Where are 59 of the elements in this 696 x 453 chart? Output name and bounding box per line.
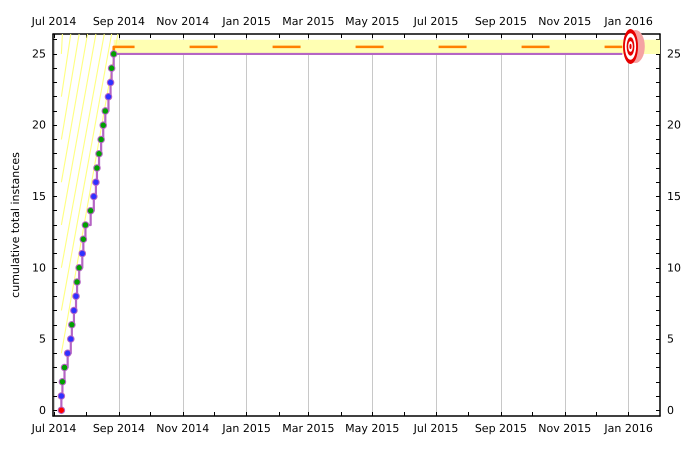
point	[64, 350, 72, 358]
point	[67, 335, 75, 343]
point	[58, 392, 66, 400]
x2-tick-label: Jul 2014	[30, 15, 76, 28]
x-tick-label: Jul 2015	[412, 422, 458, 435]
x-tick-label: Nov 2014	[156, 422, 210, 435]
y-tick-label: 5	[39, 332, 46, 346]
point	[93, 164, 101, 172]
y2-tick-label: 25	[667, 47, 681, 60]
y-tick-label: 0	[39, 404, 46, 417]
point	[106, 78, 114, 86]
x-tick-label: Nov 2015	[538, 422, 592, 435]
x-tick-label: May 2015	[345, 422, 400, 435]
point	[58, 378, 66, 386]
point	[78, 250, 86, 258]
y2-tick-label: 15	[667, 190, 681, 203]
y-tick-label: 15	[32, 190, 46, 203]
y2-tick-label: 0	[667, 404, 674, 417]
point	[73, 278, 81, 286]
y2-tick-label: 20	[667, 118, 681, 132]
y2-tick-label: 10	[667, 261, 681, 274]
point	[102, 107, 110, 115]
point	[97, 136, 105, 144]
x-tick-label: Sep 2015	[474, 422, 528, 435]
point	[75, 264, 83, 272]
y-tick-label: 25	[32, 47, 46, 60]
x2-tick-label: Jul 2015	[412, 15, 458, 28]
point	[90, 192, 98, 200]
x-tick-label: Mar 2015	[282, 422, 334, 435]
point	[99, 121, 107, 129]
point	[80, 236, 88, 243]
x-tick-label: Jul 2014	[30, 422, 76, 435]
point	[72, 292, 80, 300]
point	[82, 221, 90, 229]
x2-tick-label: Sep 2015	[474, 15, 528, 28]
point	[108, 64, 116, 72]
point	[60, 364, 68, 372]
point	[58, 406, 66, 414]
y-axis-title: cumulative total instances	[9, 152, 22, 298]
y-tick-label: 20	[32, 118, 46, 132]
x2-tick-label: Sep 2014	[92, 15, 146, 28]
point	[70, 306, 78, 314]
x2-tick-label: May 2015	[345, 15, 400, 28]
point	[68, 321, 76, 329]
x-tick-label: Jan 2016	[603, 422, 653, 435]
x2-tick-label: Nov 2015	[538, 15, 592, 28]
point	[86, 207, 94, 214]
x-tick-label: Jan 2015	[221, 422, 271, 435]
point	[110, 50, 118, 58]
point	[104, 92, 112, 100]
x2-tick-label: Mar 2015	[282, 15, 334, 28]
x2-tick-label: Jan 2015	[221, 15, 271, 28]
point	[95, 150, 103, 158]
y2-tick-label: 5	[667, 332, 674, 346]
point	[92, 178, 100, 186]
x-tick-label: Sep 2014	[92, 422, 146, 435]
x2-tick-label: Nov 2014	[156, 15, 210, 28]
y-tick-label: 10	[32, 261, 46, 274]
x2-tick-label: Jan 2016	[603, 15, 653, 28]
